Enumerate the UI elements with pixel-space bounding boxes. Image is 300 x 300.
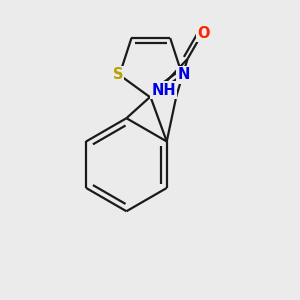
- Text: N: N: [178, 68, 190, 82]
- Text: NH: NH: [152, 82, 176, 98]
- Text: S: S: [113, 68, 123, 82]
- Text: O: O: [197, 26, 210, 41]
